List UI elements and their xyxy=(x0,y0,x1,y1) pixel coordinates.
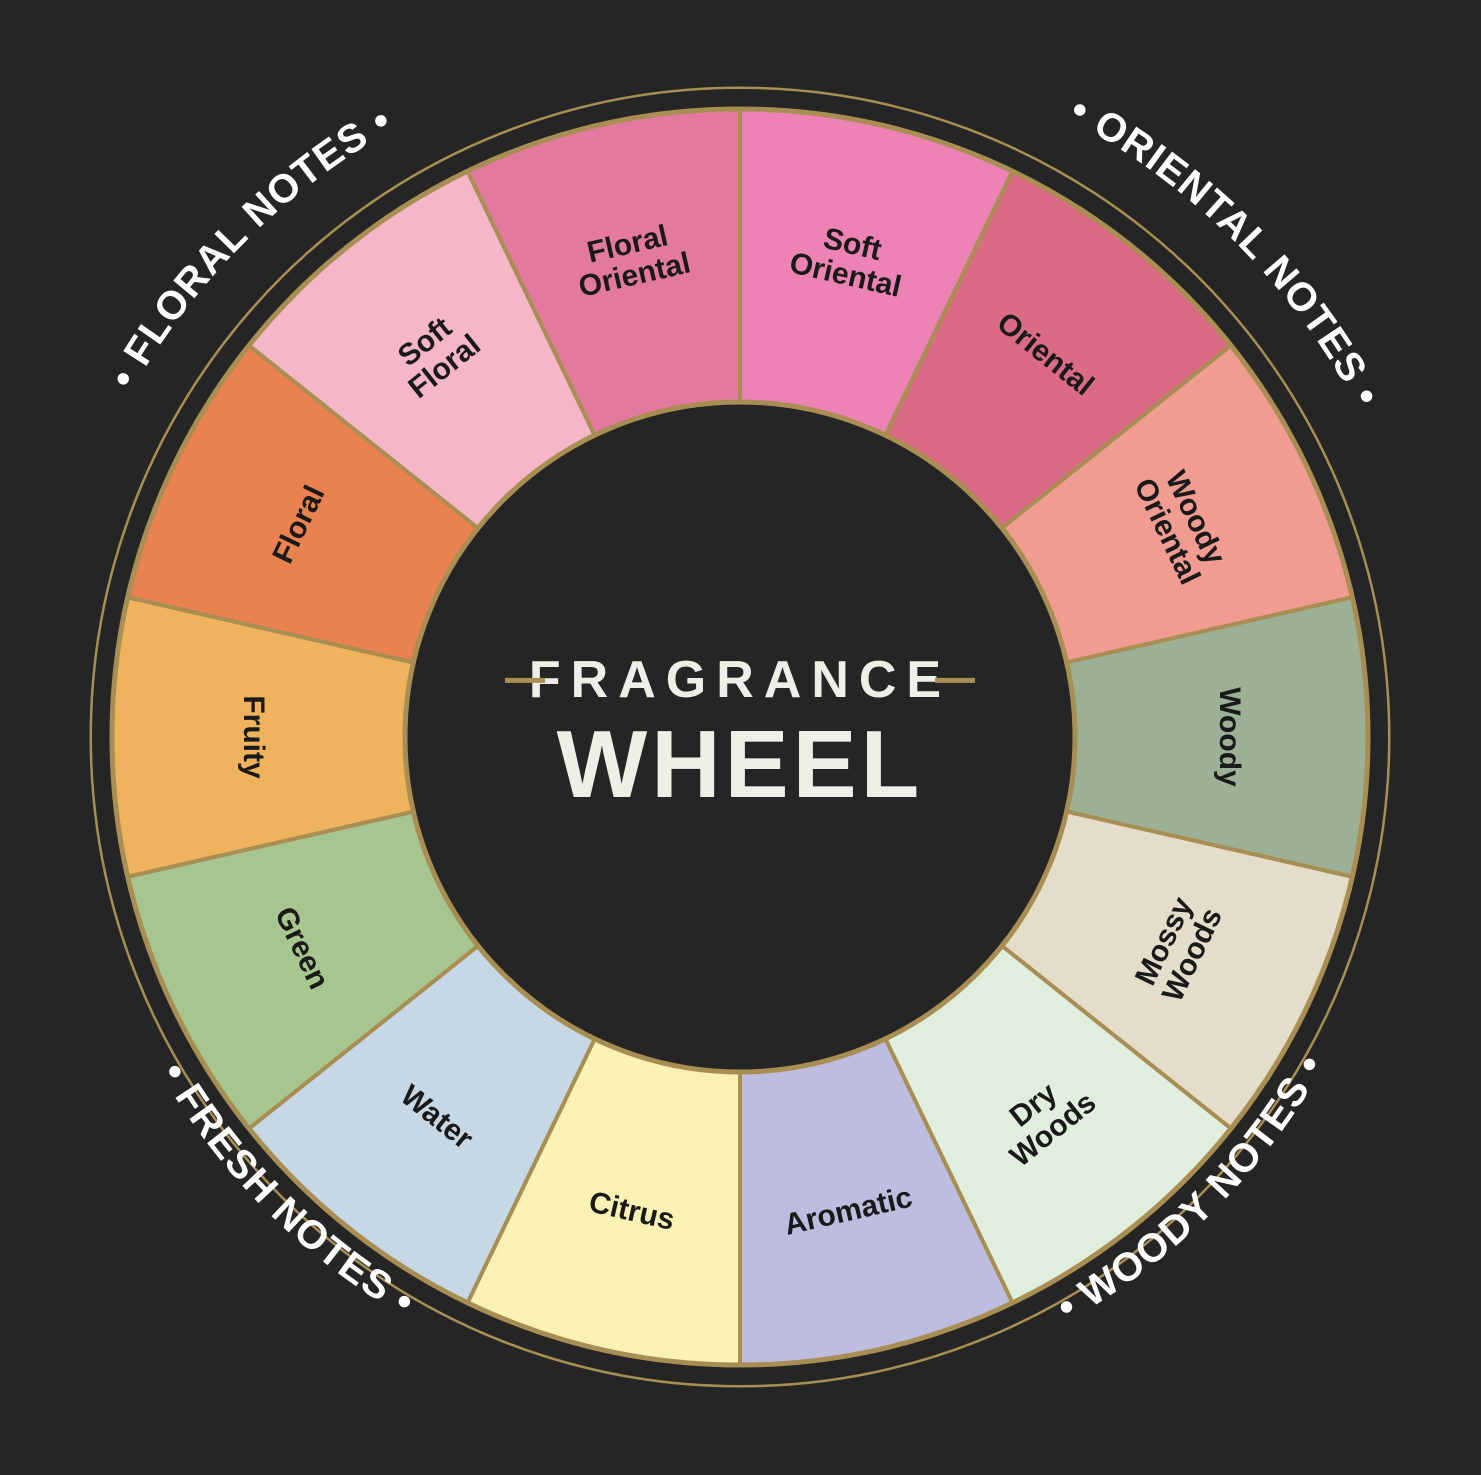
slice-label-woody: Woody xyxy=(1213,687,1246,787)
center-title-line1: FRAGRANCE xyxy=(529,651,951,709)
slice-label-text: Woody xyxy=(1213,687,1246,787)
slice-label-fruity: Fruity xyxy=(237,695,270,779)
slice-label-text: Fruity xyxy=(237,695,270,779)
center-title: FRAGRANCEWHEEL xyxy=(505,651,975,818)
fragrance-wheel-diagram: SoftOrientalOrientalWoodyOrientalWoodyMo… xyxy=(0,0,1481,1475)
center-title-line2: WHEEL xyxy=(557,711,924,818)
